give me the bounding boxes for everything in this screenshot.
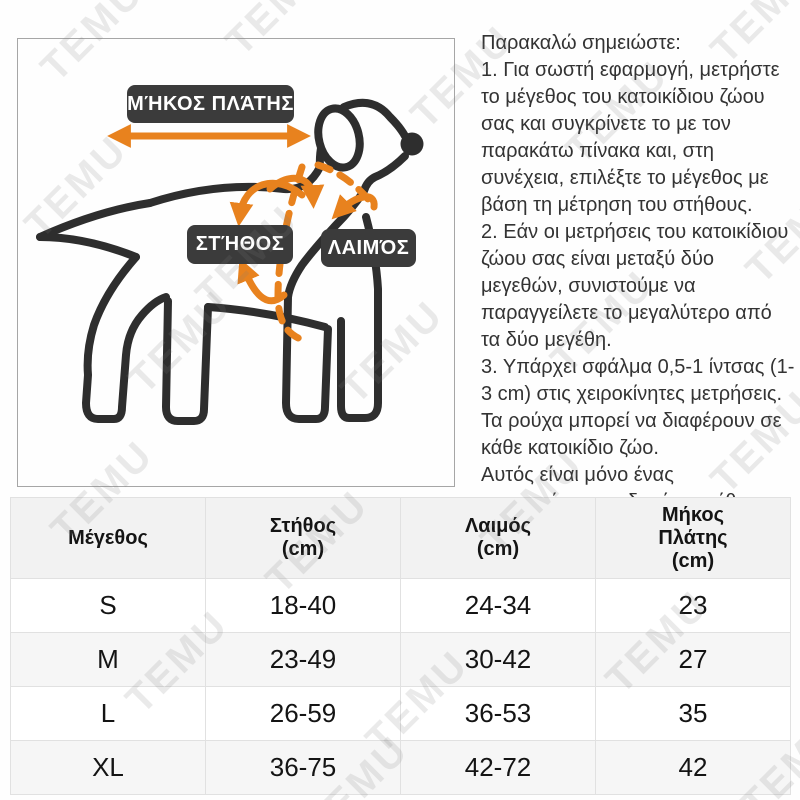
measurement-arrows (107, 124, 378, 345)
dog-ear (314, 104, 364, 172)
neck-label: ΛΑΙΜΌΣ (321, 229, 416, 267)
chest-label: ΣΤΉΘΟΣ (187, 225, 293, 264)
instruction-step-3: 3. Υπάρχει σφάλμα 0,5-1 ίντσας (1-3 cm) … (481, 356, 795, 405)
cell-back-length: 35 (595, 686, 791, 741)
cell-chest: 36-75 (205, 740, 401, 795)
instructions-title: Παρακαλώ σημειώστε: (481, 32, 681, 54)
col-header-back-length: Μήκος Πλάτης (cm) (595, 497, 791, 579)
cell-chest: 23-49 (205, 632, 401, 687)
dog-belly-line (204, 303, 329, 331)
cell-neck: 24-34 (400, 578, 596, 633)
chest-under-arrow (237, 257, 288, 305)
dog-nose-icon (400, 132, 424, 156)
cell-size: S (10, 578, 206, 633)
table-header-row: Μέγεθος Στήθος (cm) Λαιμός (cm) Μήκος Πλ… (10, 497, 791, 579)
dog-measurement-diagram: ΜΉΚΟΣ ΠΛΆΤΗΣ ΣΤΉΘΟΣ ΛΑΙΜΌΣ (17, 38, 455, 487)
cell-size: XL (10, 740, 206, 795)
table-row-s: S 18-40 24-34 23 (10, 578, 791, 633)
dog-tail-top (36, 199, 154, 241)
dog-outline (36, 98, 424, 425)
table-row-m: M 23-49 30-42 27 (10, 632, 791, 687)
table-row-l: L 26-59 36-53 35 (10, 686, 791, 741)
cell-chest: 18-40 (205, 578, 401, 633)
instruction-step-2: 2. Εάν οι μετρήσεις του κατοικίδιου ζώου… (481, 221, 789, 351)
cell-neck: 36-53 (400, 686, 596, 741)
back-length-label: ΜΉΚΟΣ ΠΛΆΤΗΣ (127, 85, 294, 123)
dog-illustration (36, 98, 424, 425)
dog-rear-far-leg (82, 253, 170, 423)
col-header-neck: Λαιμός (cm) (400, 497, 596, 579)
col-header-size: Μέγεθος (10, 497, 206, 579)
cell-size: M (10, 632, 206, 687)
cell-back-length: 42 (595, 740, 791, 795)
chest-girth-dashed-line (274, 163, 310, 345)
dog-muzzle-throat-front-leg (282, 152, 409, 423)
cell-back-length: 23 (595, 578, 791, 633)
cell-back-length: 27 (595, 632, 791, 687)
neck-hook-arrow (331, 193, 378, 220)
cell-neck: 30-42 (400, 632, 596, 687)
size-table: Μέγεθος Στήθος (cm) Λαιμός (cm) Μήκος Πλ… (10, 497, 791, 795)
dog-tail-bottom (36, 233, 140, 261)
instructions-panel: Παρακαλώ σημειώστε: 1. Για σωστή εφαρμογ… (481, 30, 795, 516)
col-header-chest: Στήθος (cm) (205, 497, 401, 579)
table-row-xl: XL 36-75 42-72 42 (10, 740, 791, 795)
cell-chest: 26-59 (205, 686, 401, 741)
cell-size: L (10, 686, 206, 741)
dog-rear-near-leg (162, 297, 212, 425)
instruction-note-1: Τα ρούχα μπορεί να διαφέρουν σε κάθε κατ… (481, 410, 782, 459)
cell-neck: 42-72 (400, 740, 596, 795)
instruction-step-1: 1. Για σωστή εφαρμογή, μετρήστε το μέγεθ… (481, 59, 780, 216)
